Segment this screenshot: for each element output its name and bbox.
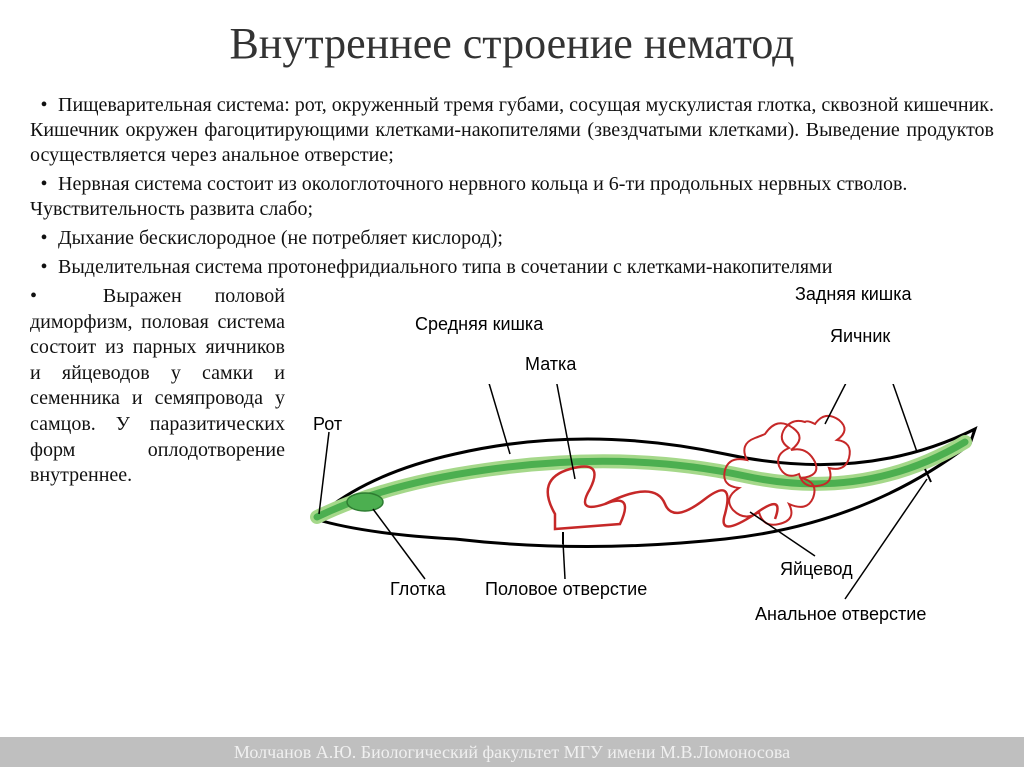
anatomy-svg: [305, 384, 985, 614]
anatomy-diagram: Средняя кишка Задняя кишка Яичник Матка …: [285, 284, 994, 644]
bullet-4: Выделительная система протонефридиальног…: [30, 255, 994, 280]
bullet-2: Нервная система состоит из окологлоточно…: [30, 172, 994, 222]
bullet-5-wrap: • Выражен половой диморфизм, половая сис…: [30, 284, 285, 644]
label-mid-intestine: Средняя кишка: [415, 314, 543, 335]
bullet-list: Пищеварительная система: рот, окруженный…: [30, 93, 994, 280]
bullet-3: Дыхание бескислородное (не потребляет ки…: [30, 226, 994, 251]
label-ovary: Яичник: [830, 326, 890, 347]
bullet-5: • Выражен половой диморфизм, половая сис…: [30, 284, 285, 489]
pharynx-bulb: [347, 493, 383, 511]
footer-credit: Молчанов А.Ю. Биологический факультет МГ…: [0, 737, 1024, 767]
label-hind-intestine: Задняя кишка: [795, 284, 911, 305]
page-title: Внутреннее строение нематод: [30, 18, 994, 69]
label-uterus: Матка: [525, 354, 576, 375]
bullet-1: Пищеварительная система: рот, окруженный…: [30, 93, 994, 168]
